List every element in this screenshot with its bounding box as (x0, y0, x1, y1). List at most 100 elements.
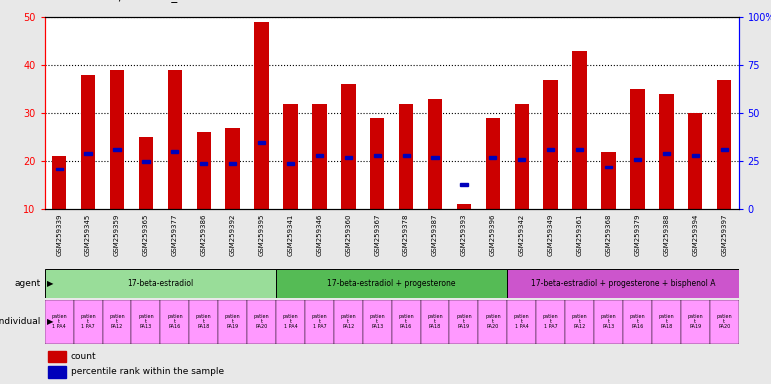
Text: agent: agent (15, 279, 41, 288)
Text: GSM259397: GSM259397 (721, 214, 727, 257)
Text: GSM259368: GSM259368 (605, 214, 611, 257)
Text: ▶: ▶ (47, 279, 53, 288)
Text: patien
t
PA12: patien t PA12 (341, 314, 356, 329)
Bar (537, 300, 565, 344)
Bar (334, 300, 362, 344)
Bar (85, 152, 92, 155)
Bar (663, 152, 670, 155)
Bar (345, 156, 352, 159)
Bar (160, 300, 189, 344)
Bar (81, 75, 96, 209)
Bar (721, 148, 728, 151)
Text: patien
t
1 PA7: patien t 1 PA7 (80, 314, 96, 329)
Bar (200, 162, 207, 165)
Bar (572, 51, 587, 209)
Bar (709, 300, 739, 344)
Bar (651, 300, 681, 344)
Text: 17-beta-estradiol: 17-beta-estradiol (127, 279, 194, 288)
Bar (432, 156, 439, 159)
Text: 17-beta-estradiol + progesterone: 17-beta-estradiol + progesterone (328, 279, 456, 288)
Text: patien
t
PA18: patien t PA18 (427, 314, 443, 329)
Bar (189, 300, 218, 344)
Bar (594, 300, 623, 344)
Text: GSM259345: GSM259345 (85, 214, 91, 256)
Bar (544, 80, 558, 209)
Bar (392, 300, 421, 344)
Text: patien
t
PA12: patien t PA12 (109, 314, 125, 329)
Bar (634, 158, 641, 161)
Text: GSM259359: GSM259359 (114, 214, 120, 257)
Bar (507, 300, 537, 344)
Bar (456, 205, 471, 209)
Bar (171, 150, 178, 153)
Bar (45, 269, 276, 298)
Bar (565, 300, 594, 344)
Text: patien
t
PA16: patien t PA16 (399, 314, 414, 329)
Bar (428, 99, 443, 209)
Bar (623, 300, 651, 344)
Bar (518, 158, 525, 161)
Bar (681, 300, 709, 344)
Bar (131, 300, 160, 344)
Bar (421, 300, 449, 344)
Bar (109, 70, 124, 209)
Bar (52, 157, 66, 209)
Text: patien
t
1 PA7: patien t 1 PA7 (543, 314, 558, 329)
Text: GSM259342: GSM259342 (519, 214, 525, 256)
Bar (460, 183, 467, 186)
Text: patien
t
1 PA7: patien t 1 PA7 (311, 314, 327, 329)
Text: GSM259394: GSM259394 (692, 214, 699, 257)
Bar (258, 141, 265, 144)
Text: GSM259393: GSM259393 (461, 214, 467, 257)
Bar (370, 118, 385, 209)
Bar (283, 104, 298, 209)
Bar (692, 154, 699, 157)
Bar (601, 152, 616, 209)
Bar (399, 104, 413, 209)
Text: patien
t
PA18: patien t PA18 (196, 314, 211, 329)
Bar (197, 132, 211, 209)
Text: GSM259360: GSM259360 (345, 214, 352, 257)
Bar (316, 154, 323, 157)
Bar (45, 300, 73, 344)
Bar (514, 104, 529, 209)
Text: patien
t
PA13: patien t PA13 (369, 314, 385, 329)
Text: patien
t
PA13: patien t PA13 (138, 314, 153, 329)
Text: percentile rank within the sample: percentile rank within the sample (71, 367, 224, 376)
Bar (276, 269, 507, 298)
Bar (48, 351, 66, 362)
Text: GSM259349: GSM259349 (547, 214, 554, 257)
Text: individual: individual (0, 317, 41, 326)
Text: GSM259396: GSM259396 (490, 214, 496, 257)
Text: GDS3388 / 239107_at: GDS3388 / 239107_at (60, 0, 190, 2)
Bar (507, 269, 739, 298)
Bar (605, 166, 612, 169)
Bar (362, 300, 392, 344)
Text: patien
t
PA16: patien t PA16 (630, 314, 645, 329)
Bar (254, 22, 269, 209)
Text: patien
t
1 PA4: patien t 1 PA4 (283, 314, 298, 329)
Text: 17-beta-estradiol + progesterone + bisphenol A: 17-beta-estradiol + progesterone + bisph… (530, 279, 715, 288)
Text: count: count (71, 352, 96, 361)
Bar (478, 300, 507, 344)
Bar (276, 300, 305, 344)
Text: GSM259387: GSM259387 (432, 214, 438, 257)
Bar (312, 104, 327, 209)
Text: GSM259386: GSM259386 (200, 214, 207, 257)
Text: patien
t
PA16: patien t PA16 (167, 314, 183, 329)
Text: patien
t
PA20: patien t PA20 (254, 314, 269, 329)
Bar (486, 118, 500, 209)
Text: GSM259377: GSM259377 (172, 214, 178, 257)
Bar (449, 300, 478, 344)
Bar (341, 84, 355, 209)
Text: GSM259361: GSM259361 (577, 214, 583, 257)
Bar (630, 89, 645, 209)
Bar (48, 366, 66, 377)
Bar (103, 300, 131, 344)
Text: patien
t
PA18: patien t PA18 (658, 314, 674, 329)
Text: GSM259378: GSM259378 (403, 214, 409, 257)
Text: GSM259392: GSM259392 (230, 214, 236, 257)
Text: ▶: ▶ (47, 317, 53, 326)
Bar (688, 113, 702, 209)
Text: patien
t
PA20: patien t PA20 (485, 314, 500, 329)
